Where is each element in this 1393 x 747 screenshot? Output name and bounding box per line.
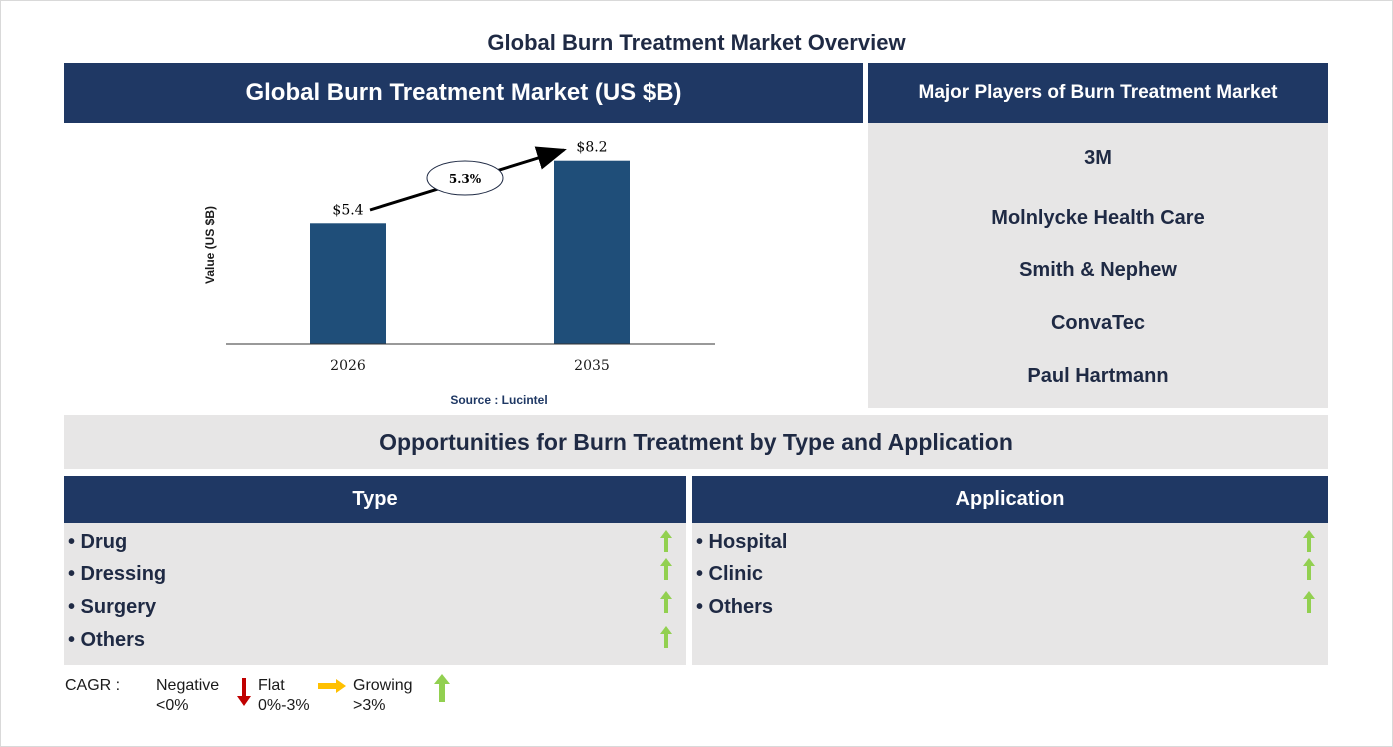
- player-item: Smith & Nephew: [1019, 259, 1177, 281]
- legend-growing: Growing >3%: [353, 676, 413, 716]
- x-tick-label: 2035: [574, 358, 610, 374]
- growing-arrow-icon: [1303, 591, 1315, 613]
- legend-flat: Flat 0%-3%: [258, 676, 310, 716]
- type-item-others: • Others: [68, 629, 146, 651]
- growing-arrow-icon: [660, 530, 672, 552]
- legend-negative: Negative <0%: [156, 676, 219, 716]
- cagr-ellipse: [426, 160, 504, 196]
- players-panel: 3M Molnlycke Health Care Smith & Nephew …: [868, 123, 1328, 408]
- type-panel: • Drug • Dressing • Surgery • Others: [64, 523, 686, 665]
- growing-arrow-icon: [660, 626, 672, 648]
- legend-negative-range: <0%: [156, 697, 189, 714]
- application-item-clinic: • Clinic: [696, 563, 764, 585]
- players-header: Major Players of Burn Treatment Market: [868, 63, 1328, 123]
- flat-right-arrow-icon: [318, 679, 346, 693]
- market-bar-chart: Value (US $B) $5.4 2026 $8.2 2035 5.3% Sour…: [203, 140, 715, 407]
- chart-header: Global Burn Treatment Market (US $B): [64, 63, 863, 123]
- player-item: 3M: [1084, 147, 1112, 169]
- player-item: Paul Hartmann: [1027, 365, 1169, 387]
- growing-arrow-icon: [660, 558, 672, 580]
- legend-flat-range: 0%-3%: [258, 697, 310, 714]
- bar-2035: [554, 160, 630, 344]
- growing-arrow-icon: [1303, 558, 1315, 580]
- x-tick-label: 2026: [330, 358, 366, 374]
- type-item-surgery: • Surgery: [68, 596, 157, 618]
- player-item: Molnlycke Health Care: [991, 207, 1205, 229]
- legend-growing-label: Growing: [353, 677, 413, 694]
- application-panel: • Hospital • Clinic • Others: [692, 523, 1328, 665]
- growing-up-arrow-icon: [434, 674, 450, 702]
- bar-2026: [310, 223, 386, 344]
- bar-value-label: $8.2: [576, 140, 607, 156]
- negative-down-arrow-icon: [237, 678, 251, 706]
- growing-arrow-icon: [660, 591, 672, 613]
- legend-negative-label: Negative: [156, 677, 220, 694]
- y-axis-label: Value (US $B): [203, 206, 217, 284]
- page-title: Global Burn Treatment Market Overview: [487, 30, 906, 55]
- application-item-hospital: • Hospital: [696, 531, 788, 553]
- application-item-others: • Others: [696, 596, 774, 618]
- bar-value-label: $5.4: [332, 202, 363, 218]
- legend-cagr-label: CAGR :: [65, 677, 121, 694]
- growing-arrow-icon: [1303, 530, 1315, 552]
- application-header: Application: [692, 476, 1328, 523]
- legend-growing-range: >3%: [353, 697, 386, 714]
- type-item-drug: • Drug: [68, 531, 128, 553]
- legend-flat-label: Flat: [258, 677, 285, 694]
- opportunities-title: Opportunities for Burn Treatment by Type…: [64, 415, 1328, 469]
- player-item: ConvaTec: [1050, 312, 1146, 334]
- chart-source: Source : Lucintel: [450, 393, 547, 407]
- cagr-label: 5.3%: [449, 172, 482, 186]
- type-item-dressing: • Dressing: [68, 563, 167, 585]
- type-header: Type: [64, 476, 686, 523]
